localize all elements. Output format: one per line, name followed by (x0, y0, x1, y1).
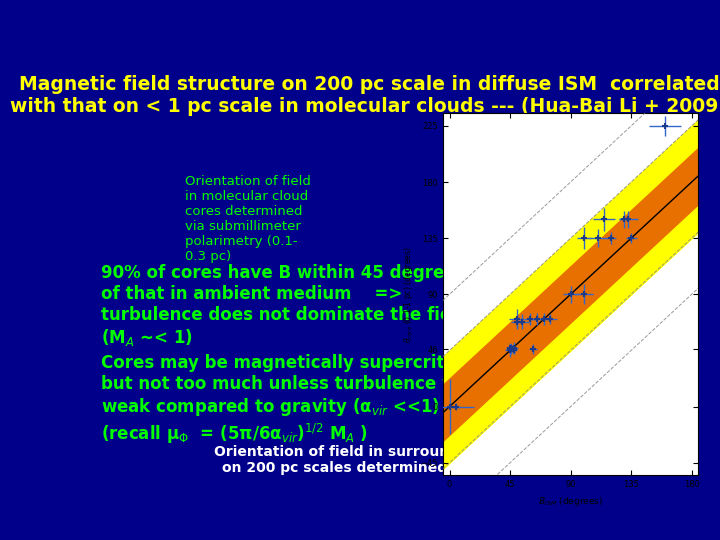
Text: Orientation of field in surrounding intercloud medium
on 200 pc scales determine: Orientation of field in surrounding inte… (214, 446, 636, 475)
Text: Cores may be magnetically supercritical,
but not too much unless turbulence very: Cores may be magnetically supercritical,… (101, 354, 484, 445)
Y-axis label: $\theta_{core}$ (0.1-1 pc) (degrees): $\theta_{core}$ (0.1-1 pc) (degrees) (402, 246, 415, 343)
X-axis label: $B_{ISM}$ (degrees): $B_{ISM}$ (degrees) (538, 495, 603, 508)
Text: Orientation of field
in molecular cloud
cores determined
via submillimeter
polar: Orientation of field in molecular cloud … (184, 175, 310, 263)
Text: 90% of cores have B within 45 degrees
of that in ambient medium    =>
turbulence: 90% of cores have B within 45 degrees of… (101, 265, 469, 348)
Text: Magnetic field structure on 200 pc scale in diffuse ISM  correlated
with that on: Magnetic field structure on 200 pc scale… (11, 75, 720, 116)
